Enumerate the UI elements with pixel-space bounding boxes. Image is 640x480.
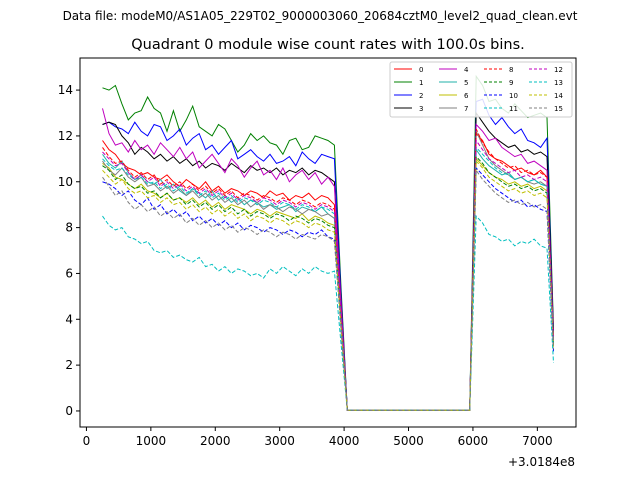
legend-label-15: 15 — [554, 105, 563, 113]
x-tick-label: 5000 — [393, 434, 424, 448]
chart-title: Quadrant 0 module wise count rates with … — [131, 37, 525, 53]
x-offset-label: +3.0184e8 — [508, 455, 575, 469]
x-tick-label: 2000 — [200, 434, 231, 448]
series-line-14 — [102, 159, 554, 411]
x-tick-label: 1000 — [136, 434, 167, 448]
x-tick-label: 4000 — [329, 434, 360, 448]
y-tick-label: 8 — [65, 221, 73, 235]
y-tick-label: 12 — [58, 129, 73, 143]
series-line-4 — [102, 108, 554, 411]
series-line-7 — [102, 131, 554, 411]
legend-label-6: 6 — [464, 92, 469, 100]
series-line-13 — [102, 214, 554, 411]
series-line-11 — [102, 146, 554, 411]
legend-label-10: 10 — [509, 92, 518, 100]
plot-area — [102, 74, 554, 411]
legend-label-13: 13 — [554, 79, 563, 87]
legend-label-14: 14 — [554, 92, 563, 100]
y-tick-label: 4 — [65, 312, 73, 326]
series-line-9 — [102, 155, 554, 411]
series-line-15 — [102, 168, 554, 411]
series-line-12 — [102, 138, 554, 411]
y-tick-label: 6 — [65, 266, 73, 280]
y-tick-label: 10 — [58, 175, 73, 189]
y-axis: 0 2 4 6 8 10 12 14 — [58, 83, 80, 418]
legend-label-0: 0 — [419, 66, 423, 74]
series-line-6 — [102, 157, 554, 411]
legend-label-5: 5 — [464, 79, 468, 87]
y-tick-label: 14 — [58, 83, 73, 97]
x-axis: 0 1000 2000 3000 4000 5000 6000 7000 — [83, 427, 553, 448]
x-tick-label: 6000 — [458, 434, 489, 448]
suptitle: Data file: modeM0/AS1A05_229T02_90000030… — [63, 9, 578, 23]
legend-label-9: 9 — [509, 79, 513, 87]
x-tick-label: 3000 — [264, 434, 295, 448]
x-tick-label: 7000 — [522, 434, 553, 448]
legend-label-12: 12 — [554, 66, 563, 74]
legend-label-2: 2 — [419, 92, 423, 100]
legend-label-7: 7 — [464, 105, 468, 113]
y-tick-label: 0 — [65, 404, 73, 418]
series-line-8 — [102, 128, 554, 411]
legend-label-3: 3 — [419, 105, 423, 113]
legend-label-11: 11 — [509, 105, 518, 113]
legend-label-8: 8 — [509, 66, 513, 74]
legend-box — [389, 61, 573, 118]
y-tick-label: 2 — [65, 358, 73, 372]
axes-frame — [79, 57, 577, 428]
legend-label-1: 1 — [419, 79, 423, 87]
x-tick-label: 0 — [83, 434, 91, 448]
legend-label-4: 4 — [464, 66, 469, 74]
